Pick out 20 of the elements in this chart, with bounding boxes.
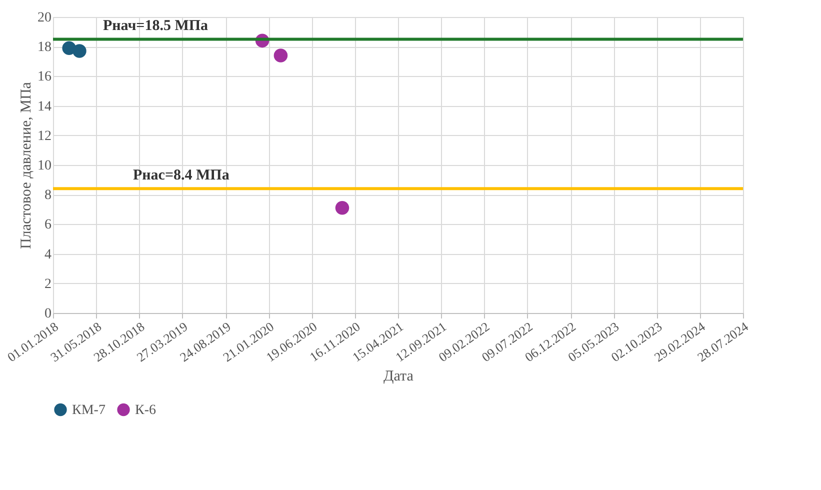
- y-tick-label: 8: [44, 188, 52, 204]
- legend-label: КМ-7: [72, 402, 106, 418]
- y-tick-label: 10: [38, 158, 52, 174]
- point: [335, 201, 350, 215]
- y-tick-label: 14: [38, 99, 52, 114]
- y-axis-title: Пластовое давление, МПа: [18, 82, 34, 249]
- y-tick-label: 6: [44, 218, 52, 233]
- ref-line-label: Рнас=8.4 МПа: [133, 168, 230, 184]
- y-tick-label: 2: [44, 276, 52, 292]
- ref-line-label: Рнач=18.5 МПа: [103, 18, 209, 34]
- y-tick-label: 16: [38, 70, 52, 85]
- y-tick-label: 4: [44, 247, 52, 262]
- x-axis-title: Дата: [384, 368, 414, 385]
- point: [274, 48, 288, 62]
- y-tick-label: 20: [38, 10, 52, 26]
- point: [72, 44, 86, 58]
- y-tick-label: 0: [44, 306, 52, 322]
- y-tick-label: 18: [38, 40, 52, 56]
- y-tick-label: 12: [38, 128, 52, 144]
- legend-label: К-6: [135, 402, 156, 418]
